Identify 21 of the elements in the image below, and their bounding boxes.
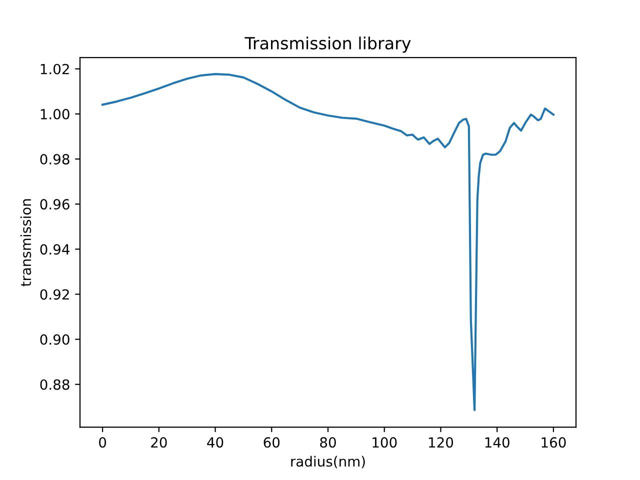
x-tick-label: 120 [429, 437, 454, 448]
x-tick-label: 20 [151, 437, 167, 448]
y-tick-label: 0.96 [40, 199, 70, 210]
x-tick-label: 160 [542, 437, 566, 448]
x-tick-label: 140 [485, 437, 510, 448]
x-tick-label: 40 [207, 437, 224, 448]
y-tick-label: 0.98 [40, 154, 70, 164]
y-tick-label: 0.94 [40, 244, 70, 255]
y-tick-label: 0.92 [40, 289, 69, 300]
chart-title: Transmission library [244, 36, 411, 53]
y-tick-label: 0.88 [40, 379, 70, 390]
x-tick-label: 80 [320, 437, 336, 448]
x-tick-label: 60 [264, 437, 280, 448]
x-tick-label: 100 [372, 437, 397, 448]
x-tick-label: 0 [99, 437, 106, 448]
line-series [102, 73, 554, 412]
y-tick-label: 0.90 [40, 334, 70, 345]
y-axis-title: transmission [20, 199, 32, 286]
x-axis-title: radius(nm) [291, 456, 365, 468]
y-tick-label: 1.00 [40, 108, 70, 120]
y-tick-label: 1.02 [40, 64, 69, 74]
